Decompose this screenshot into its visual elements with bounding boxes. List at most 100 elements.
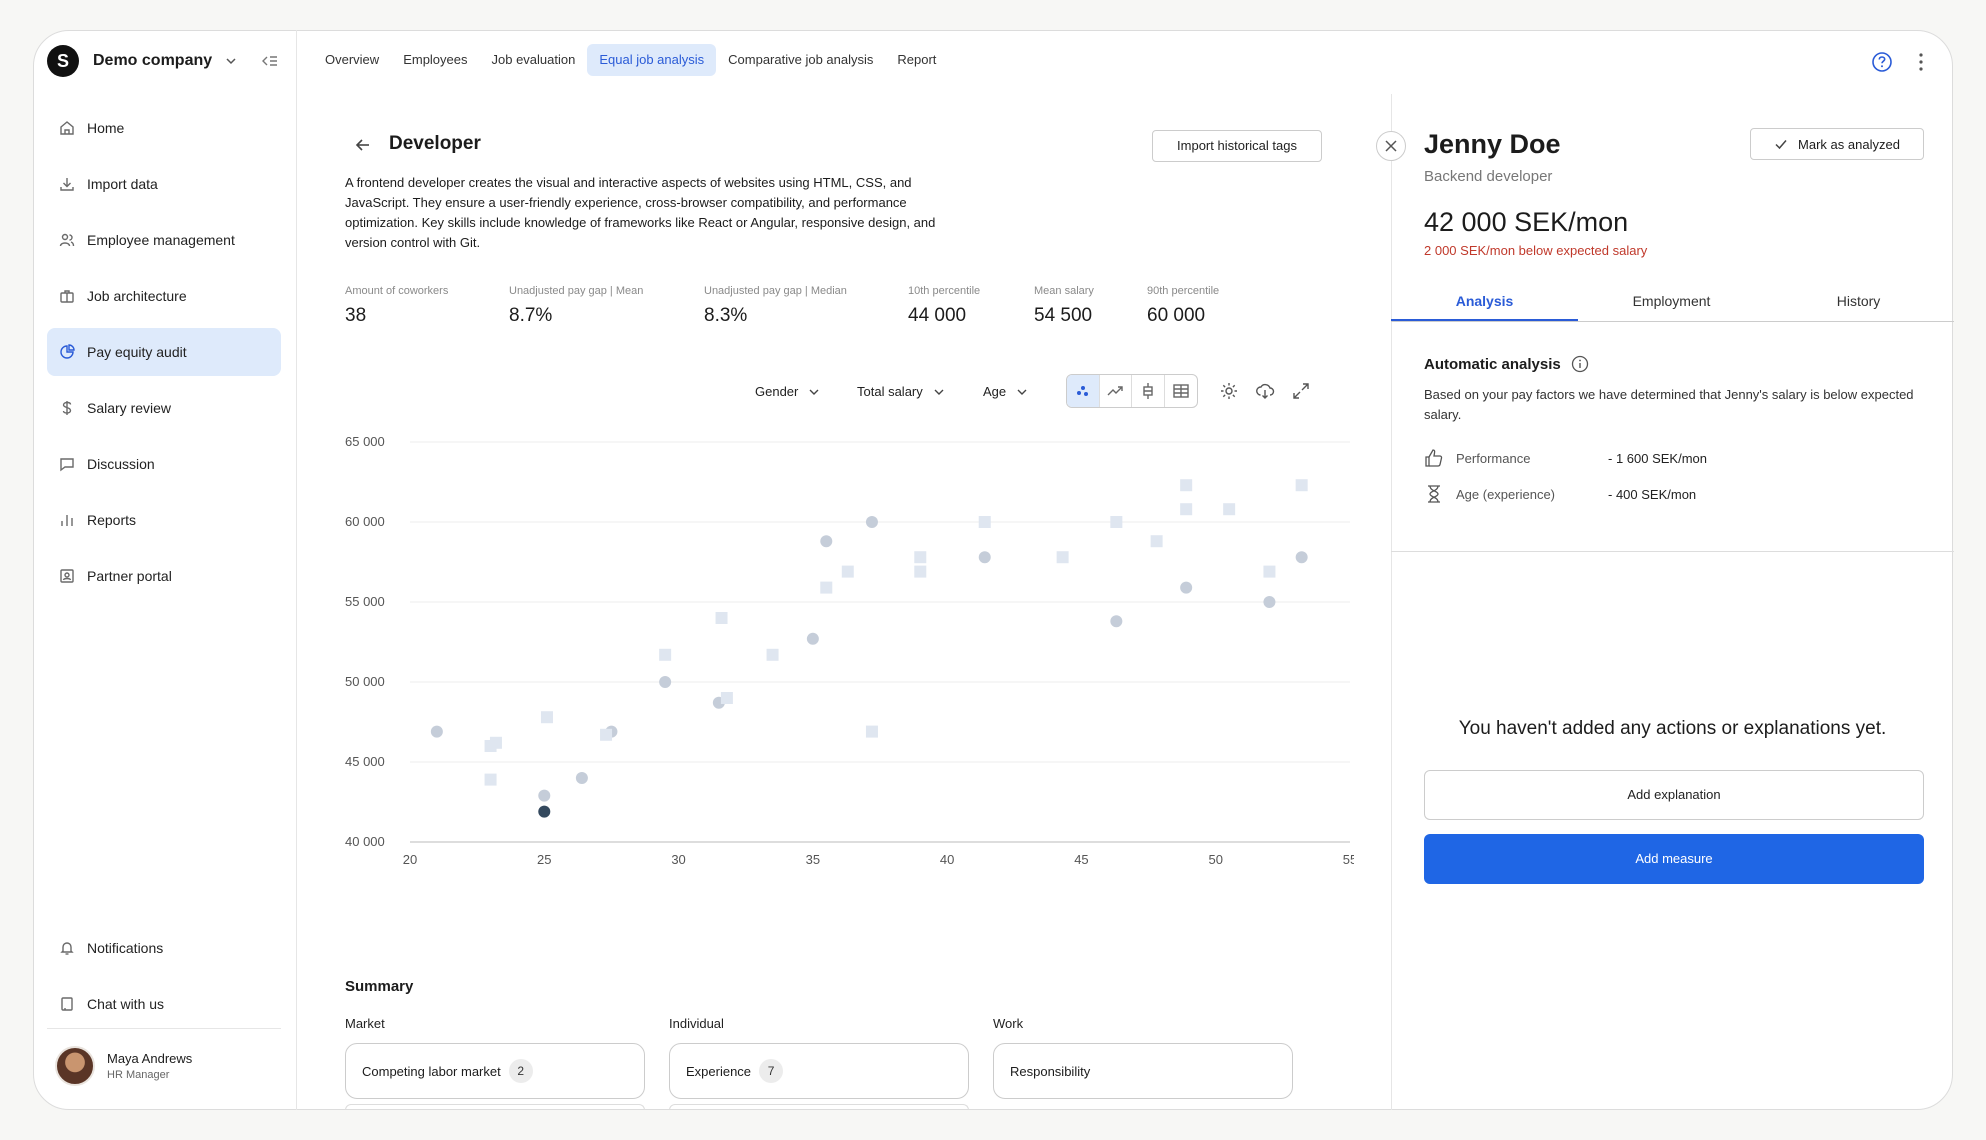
- sidebar-item-discussion[interactable]: Discussion: [47, 440, 281, 488]
- sidebar-item-pay-equity-audit[interactable]: Pay equity audit: [47, 328, 281, 376]
- data-point-circle: [978, 551, 991, 564]
- stat-mean-salary: Mean salary 54 500: [1034, 285, 1094, 327]
- salary-scatter-chart: 40 000 45 000 50 000 55 000 60 000 65 000 20 25…: [345, 434, 1354, 867]
- company-name: Demo company: [93, 52, 213, 69]
- data-point-square: [865, 725, 878, 738]
- summary-work-label: Work: [993, 1016, 1024, 1031]
- sidebar-item-label: Home: [87, 120, 125, 136]
- sidebar-item-job-architecture[interactable]: Job architecture: [47, 272, 281, 320]
- more-vertical-icon[interactable]: [1918, 51, 1924, 73]
- factor-performance: Performance - 1 600 SEK/mon: [1424, 448, 1707, 468]
- data-point-square: [766, 648, 779, 661]
- sidebar-item-employee-management[interactable]: Employee management: [47, 216, 281, 264]
- tab-job-evaluation[interactable]: Job evaluation: [491, 52, 576, 67]
- factor-value: - 1 600 SEK/mon: [1608, 450, 1707, 466]
- summary-chip-market[interactable]: Competing labor market 2: [345, 1043, 645, 1099]
- data-point-square: [720, 692, 733, 704]
- settings-icon[interactable]: [1219, 381, 1239, 401]
- tab-employees[interactable]: Employees: [403, 52, 468, 67]
- thumbs-up-icon: [1425, 449, 1443, 467]
- sidebar-item-notifications[interactable]: Notifications: [47, 924, 281, 972]
- factor-age: Age (experience) - 400 SEK/mon: [1424, 484, 1696, 504]
- stat-label: 90th percentile: [1147, 285, 1220, 297]
- tab-analysis[interactable]: Analysis: [1391, 282, 1578, 321]
- summary-chip-individual[interactable]: Experience 7: [669, 1043, 969, 1099]
- data-point-square: [1180, 479, 1193, 492]
- cloud-download-icon[interactable]: [1255, 381, 1275, 401]
- stat-label: 10th percentile: [908, 285, 981, 297]
- factor-label: Age (experience): [1456, 486, 1555, 502]
- x-tick-label: 40: [940, 852, 954, 867]
- table-view-button[interactable]: [1165, 375, 1197, 407]
- bell-icon: [60, 942, 74, 955]
- help-icon[interactable]: [1871, 51, 1893, 73]
- sidebar: S Demo company Home Import data Employee…: [33, 30, 297, 1110]
- data-point-circle: [538, 789, 551, 802]
- add-explanation-button[interactable]: Add explanation: [1424, 770, 1924, 820]
- data-point-circle: [1110, 615, 1123, 628]
- sidebar-item-salary-review[interactable]: Salary review: [47, 384, 281, 432]
- expand-icon[interactable]: [1291, 381, 1311, 401]
- tab-history[interactable]: History: [1836, 293, 1881, 309]
- data-point-circle: [865, 516, 878, 528]
- sidebar-item-reports[interactable]: Reports: [47, 496, 281, 544]
- scatter-view-button[interactable]: [1067, 375, 1100, 407]
- mark-as-analyzed-label: Mark as analyzed: [1798, 136, 1900, 152]
- automatic-analysis-title: Automatic analysis: [1424, 355, 1589, 373]
- data-point-circle: [806, 632, 819, 645]
- sidebar-item-home[interactable]: Home: [47, 104, 281, 152]
- data-point-square: [1180, 503, 1193, 516]
- import-historical-tags-button[interactable]: Import historical tags: [1152, 130, 1322, 162]
- stat-coworkers: Amount of coworkers 38: [345, 285, 448, 327]
- hourglass-icon: [1428, 485, 1440, 503]
- y-tick-label: 40 000: [345, 834, 385, 849]
- stat-value: 60 000: [1147, 305, 1206, 326]
- trend-view-button[interactable]: [1100, 375, 1132, 407]
- page-title: Developer: [389, 133, 481, 154]
- sidebar-nav: Home Import data Employee management Job…: [47, 104, 281, 608]
- add-measure-button[interactable]: Add measure: [1424, 834, 1924, 884]
- company-logo: S: [47, 45, 79, 77]
- collapse-sidebar-icon[interactable]: [261, 53, 279, 69]
- tab-comparative-job-analysis[interactable]: Comparative job analysis: [728, 52, 874, 67]
- sidebar-item-import-data[interactable]: Import data: [47, 160, 281, 208]
- data-point-square: [1295, 479, 1308, 492]
- gender-dropdown[interactable]: Gender: [755, 384, 820, 399]
- trend-icon: [1107, 386, 1123, 396]
- sidebar-item-label: Pay equity audit: [87, 344, 187, 360]
- sidebar-item-label: Reports: [87, 512, 137, 528]
- x-axis-dropdown[interactable]: Age: [983, 384, 1028, 399]
- close-panel-button[interactable]: [1376, 131, 1406, 161]
- data-point-square: [600, 728, 613, 741]
- data-point-square: [1223, 503, 1236, 516]
- salary-type-dropdown[interactable]: Total salary: [857, 384, 945, 399]
- automatic-analysis-text: Based on your pay factors we have determ…: [1424, 387, 1914, 422]
- sidebar-item-label: Partner portal: [87, 568, 172, 584]
- tab-equal-job-analysis[interactable]: Equal job analysis: [587, 44, 717, 76]
- sidebar-item-partner-portal[interactable]: Partner portal: [47, 552, 281, 600]
- users-icon: [59, 233, 75, 247]
- summary-individual-label: Individual: [669, 1016, 724, 1031]
- tab-report[interactable]: Report: [897, 52, 937, 67]
- user-profile[interactable]: Maya Andrews HR Manager: [55, 1046, 192, 1086]
- x-tick-label: 45: [1074, 852, 1088, 867]
- stat-value: 8.7%: [509, 305, 553, 326]
- empty-actions-message: You haven't added any actions or explana…: [1458, 718, 1887, 739]
- data-point-circle: [1180, 581, 1193, 594]
- stat-pay-gap-median: Unadjusted pay gap | Median 8.3%: [704, 285, 847, 327]
- data-point-square: [1110, 516, 1123, 528]
- salary-deviation-note: 2 000 SEK/mon below expected salary: [1424, 243, 1648, 258]
- info-icon[interactable]: [1571, 355, 1589, 373]
- summary-chip-market-next: [345, 1104, 645, 1110]
- x-tick-label: 50: [1208, 852, 1222, 867]
- box-plot-view-button[interactable]: [1132, 375, 1165, 407]
- arrow-left-icon[interactable]: .back-icon path{stroke:#444;stroke-width…: [354, 136, 372, 154]
- company-switcher[interactable]: S Demo company: [47, 45, 281, 77]
- tab-employment[interactable]: Employment: [1632, 293, 1711, 309]
- stat-10th-percentile: 10th percentile 44 000: [908, 285, 980, 327]
- sidebar-divider: [47, 1028, 281, 1029]
- summary-chip-work[interactable]: Responsibility: [993, 1043, 1293, 1099]
- tab-overview[interactable]: Overview: [325, 52, 380, 67]
- mark-as-analyzed-button[interactable]: Mark as analyzed: [1750, 128, 1924, 160]
- sidebar-item-chat[interactable]: Chat with us: [47, 980, 281, 1028]
